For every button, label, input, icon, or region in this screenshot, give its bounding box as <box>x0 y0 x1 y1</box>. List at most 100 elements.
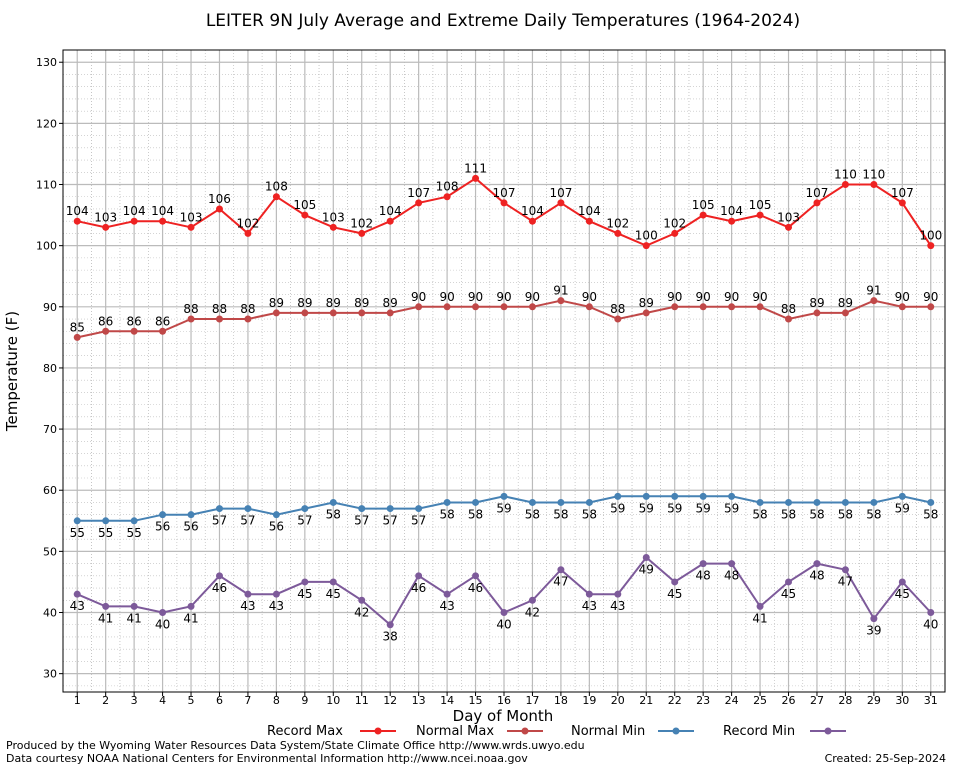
data-label-normal-min: 57 <box>297 514 312 528</box>
data-point-record-max <box>585 217 593 225</box>
data-point-record-max <box>614 229 622 237</box>
data-label-record-max: 104 <box>720 204 743 218</box>
data-point-record-min <box>386 621 394 629</box>
y-axis-label: Temperature (F) <box>3 311 21 432</box>
data-point-record-min <box>813 560 821 568</box>
data-label-normal-min: 58 <box>525 507 540 521</box>
footer-produced-by: Produced by the Wyoming Water Resources … <box>6 739 585 752</box>
x-tick-label: 3 <box>131 694 138 707</box>
y-tick-label: 70 <box>43 423 57 436</box>
data-label-normal-max: 90 <box>696 290 711 304</box>
data-label-normal-min: 58 <box>582 507 597 521</box>
data-point-normal-max <box>642 309 650 317</box>
data-point-record-max <box>841 181 849 189</box>
data-label-record-min: 41 <box>752 611 767 625</box>
data-point-record-max <box>671 229 679 237</box>
data-label-record-min: 43 <box>70 599 85 613</box>
data-label-normal-min: 59 <box>696 501 711 515</box>
data-point-normal-max <box>102 327 110 335</box>
data-point-normal-max <box>898 303 906 311</box>
data-point-record-max <box>472 174 480 182</box>
data-label-normal-min: 57 <box>354 514 369 528</box>
data-point-normal-min <box>699 492 707 500</box>
data-label-record-max: 104 <box>66 204 89 218</box>
data-point-record-max <box>130 217 138 225</box>
data-label-normal-max: 89 <box>354 296 369 310</box>
data-label-record-max: 102 <box>350 216 373 230</box>
data-label-record-min: 45 <box>297 587 312 601</box>
data-point-normal-min <box>841 498 849 506</box>
data-label-normal-max: 88 <box>183 302 198 316</box>
x-tick-label: 31 <box>924 694 938 707</box>
x-tick-label: 14 <box>440 694 454 707</box>
data-point-normal-min <box>671 492 679 500</box>
data-label-normal-max: 86 <box>126 314 141 328</box>
data-label-record-min: 42 <box>525 605 540 619</box>
data-point-record-max <box>358 229 366 237</box>
data-point-record-min <box>927 609 935 617</box>
data-label-record-max: 108 <box>436 180 459 194</box>
data-label-record-min: 41 <box>183 611 198 625</box>
data-point-normal-max <box>73 333 81 341</box>
data-point-normal-max <box>130 327 138 335</box>
data-label-record-min: 48 <box>809 569 824 583</box>
data-point-record-min <box>130 602 138 610</box>
data-point-record-max <box>386 217 394 225</box>
data-label-record-max: 103 <box>180 210 203 224</box>
data-label-normal-max: 90 <box>468 290 483 304</box>
data-point-normal-min <box>728 492 736 500</box>
data-label-normal-max: 89 <box>326 296 341 310</box>
data-label-record-max: 107 <box>806 186 829 200</box>
data-label-normal-min: 57 <box>212 514 227 528</box>
data-label-record-max: 107 <box>493 186 516 200</box>
data-label-record-max: 104 <box>123 204 146 218</box>
data-label-normal-max: 89 <box>383 296 398 310</box>
data-point-normal-min <box>215 505 223 513</box>
x-tick-label: 30 <box>895 694 909 707</box>
data-point-normal-max <box>301 309 309 317</box>
data-label-record-min: 45 <box>895 587 910 601</box>
y-tick-label: 130 <box>36 56 57 69</box>
data-point-normal-max <box>472 303 480 311</box>
data-point-normal-min <box>187 511 195 519</box>
data-point-record-min <box>73 590 81 598</box>
data-point-normal-min <box>756 498 764 506</box>
data-point-record-min <box>528 596 536 604</box>
data-point-record-min <box>102 602 110 610</box>
y-tick-label: 80 <box>43 362 57 375</box>
data-label-normal-max: 89 <box>809 296 824 310</box>
data-label-record-min: 43 <box>439 599 454 613</box>
data-point-record-max <box>785 223 793 231</box>
data-point-record-min <box>443 590 451 598</box>
legend-marker-record-max <box>374 727 382 735</box>
data-label-record-min: 40 <box>496 618 511 632</box>
data-point-normal-min <box>557 498 565 506</box>
data-point-record-max <box>870 181 878 189</box>
data-point-normal-min <box>358 505 366 513</box>
legend-item-normal-min: Normal Min <box>571 724 694 739</box>
data-point-record-max <box>159 217 167 225</box>
x-tick-label: 27 <box>810 694 824 707</box>
data-label-normal-max: 90 <box>923 290 938 304</box>
y-tick-label: 60 <box>43 484 57 497</box>
data-point-record-min <box>557 566 565 574</box>
data-point-normal-min <box>301 505 309 513</box>
legend-item-normal-max: Normal Max <box>416 724 543 739</box>
series-record-min: 43 41 41 40 41 46 43 43 45 45 42 38 46 43 46 40 42 47 43 43… <box>70 553 938 644</box>
data-point-record-max <box>73 217 81 225</box>
x-tick-label: 19 <box>582 694 596 707</box>
data-label-record-max: 104 <box>379 204 402 218</box>
data-label-normal-max: 88 <box>240 302 255 316</box>
data-point-record-max <box>756 211 764 219</box>
data-point-record-min <box>870 615 878 623</box>
data-label-normal-min: 58 <box>866 507 881 521</box>
legend: Record Max Normal Max Normal Min Record Min <box>267 724 846 739</box>
data-label-record-min: 38 <box>383 630 398 644</box>
data-label-normal-max: 91 <box>866 284 881 298</box>
data-point-normal-min <box>73 517 81 525</box>
footer-data-courtesy: Data courtesy NOAA National Centers for … <box>6 752 528 765</box>
x-tick-label: 28 <box>838 694 852 707</box>
